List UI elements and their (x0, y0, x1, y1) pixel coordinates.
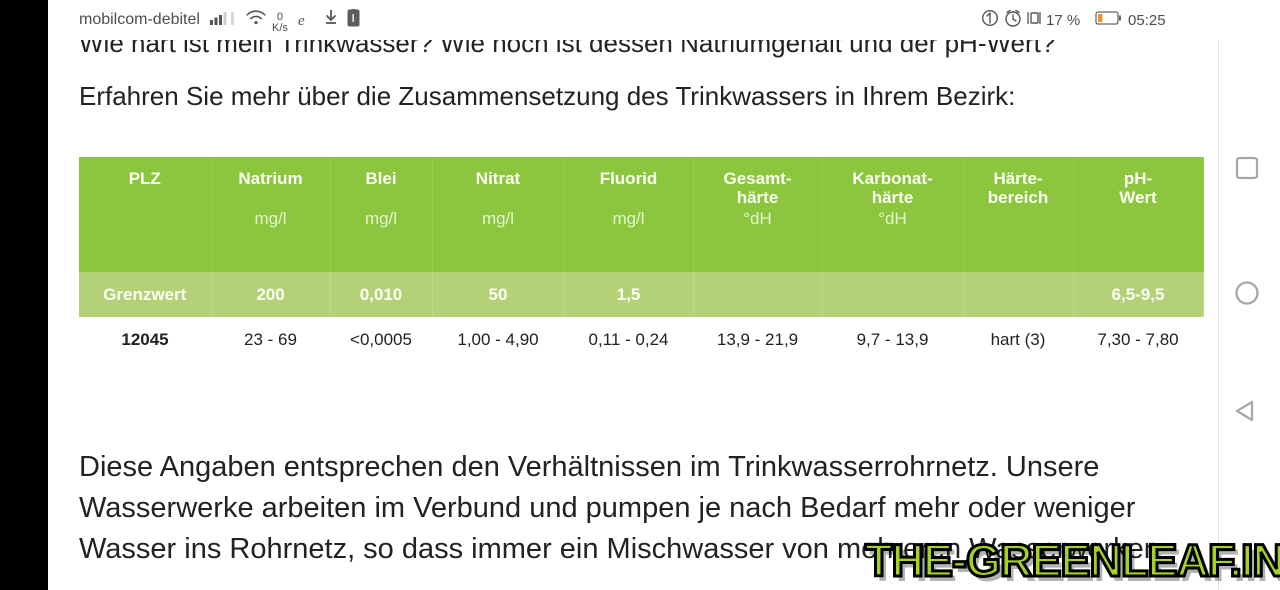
svg-text:e: e (298, 13, 305, 28)
